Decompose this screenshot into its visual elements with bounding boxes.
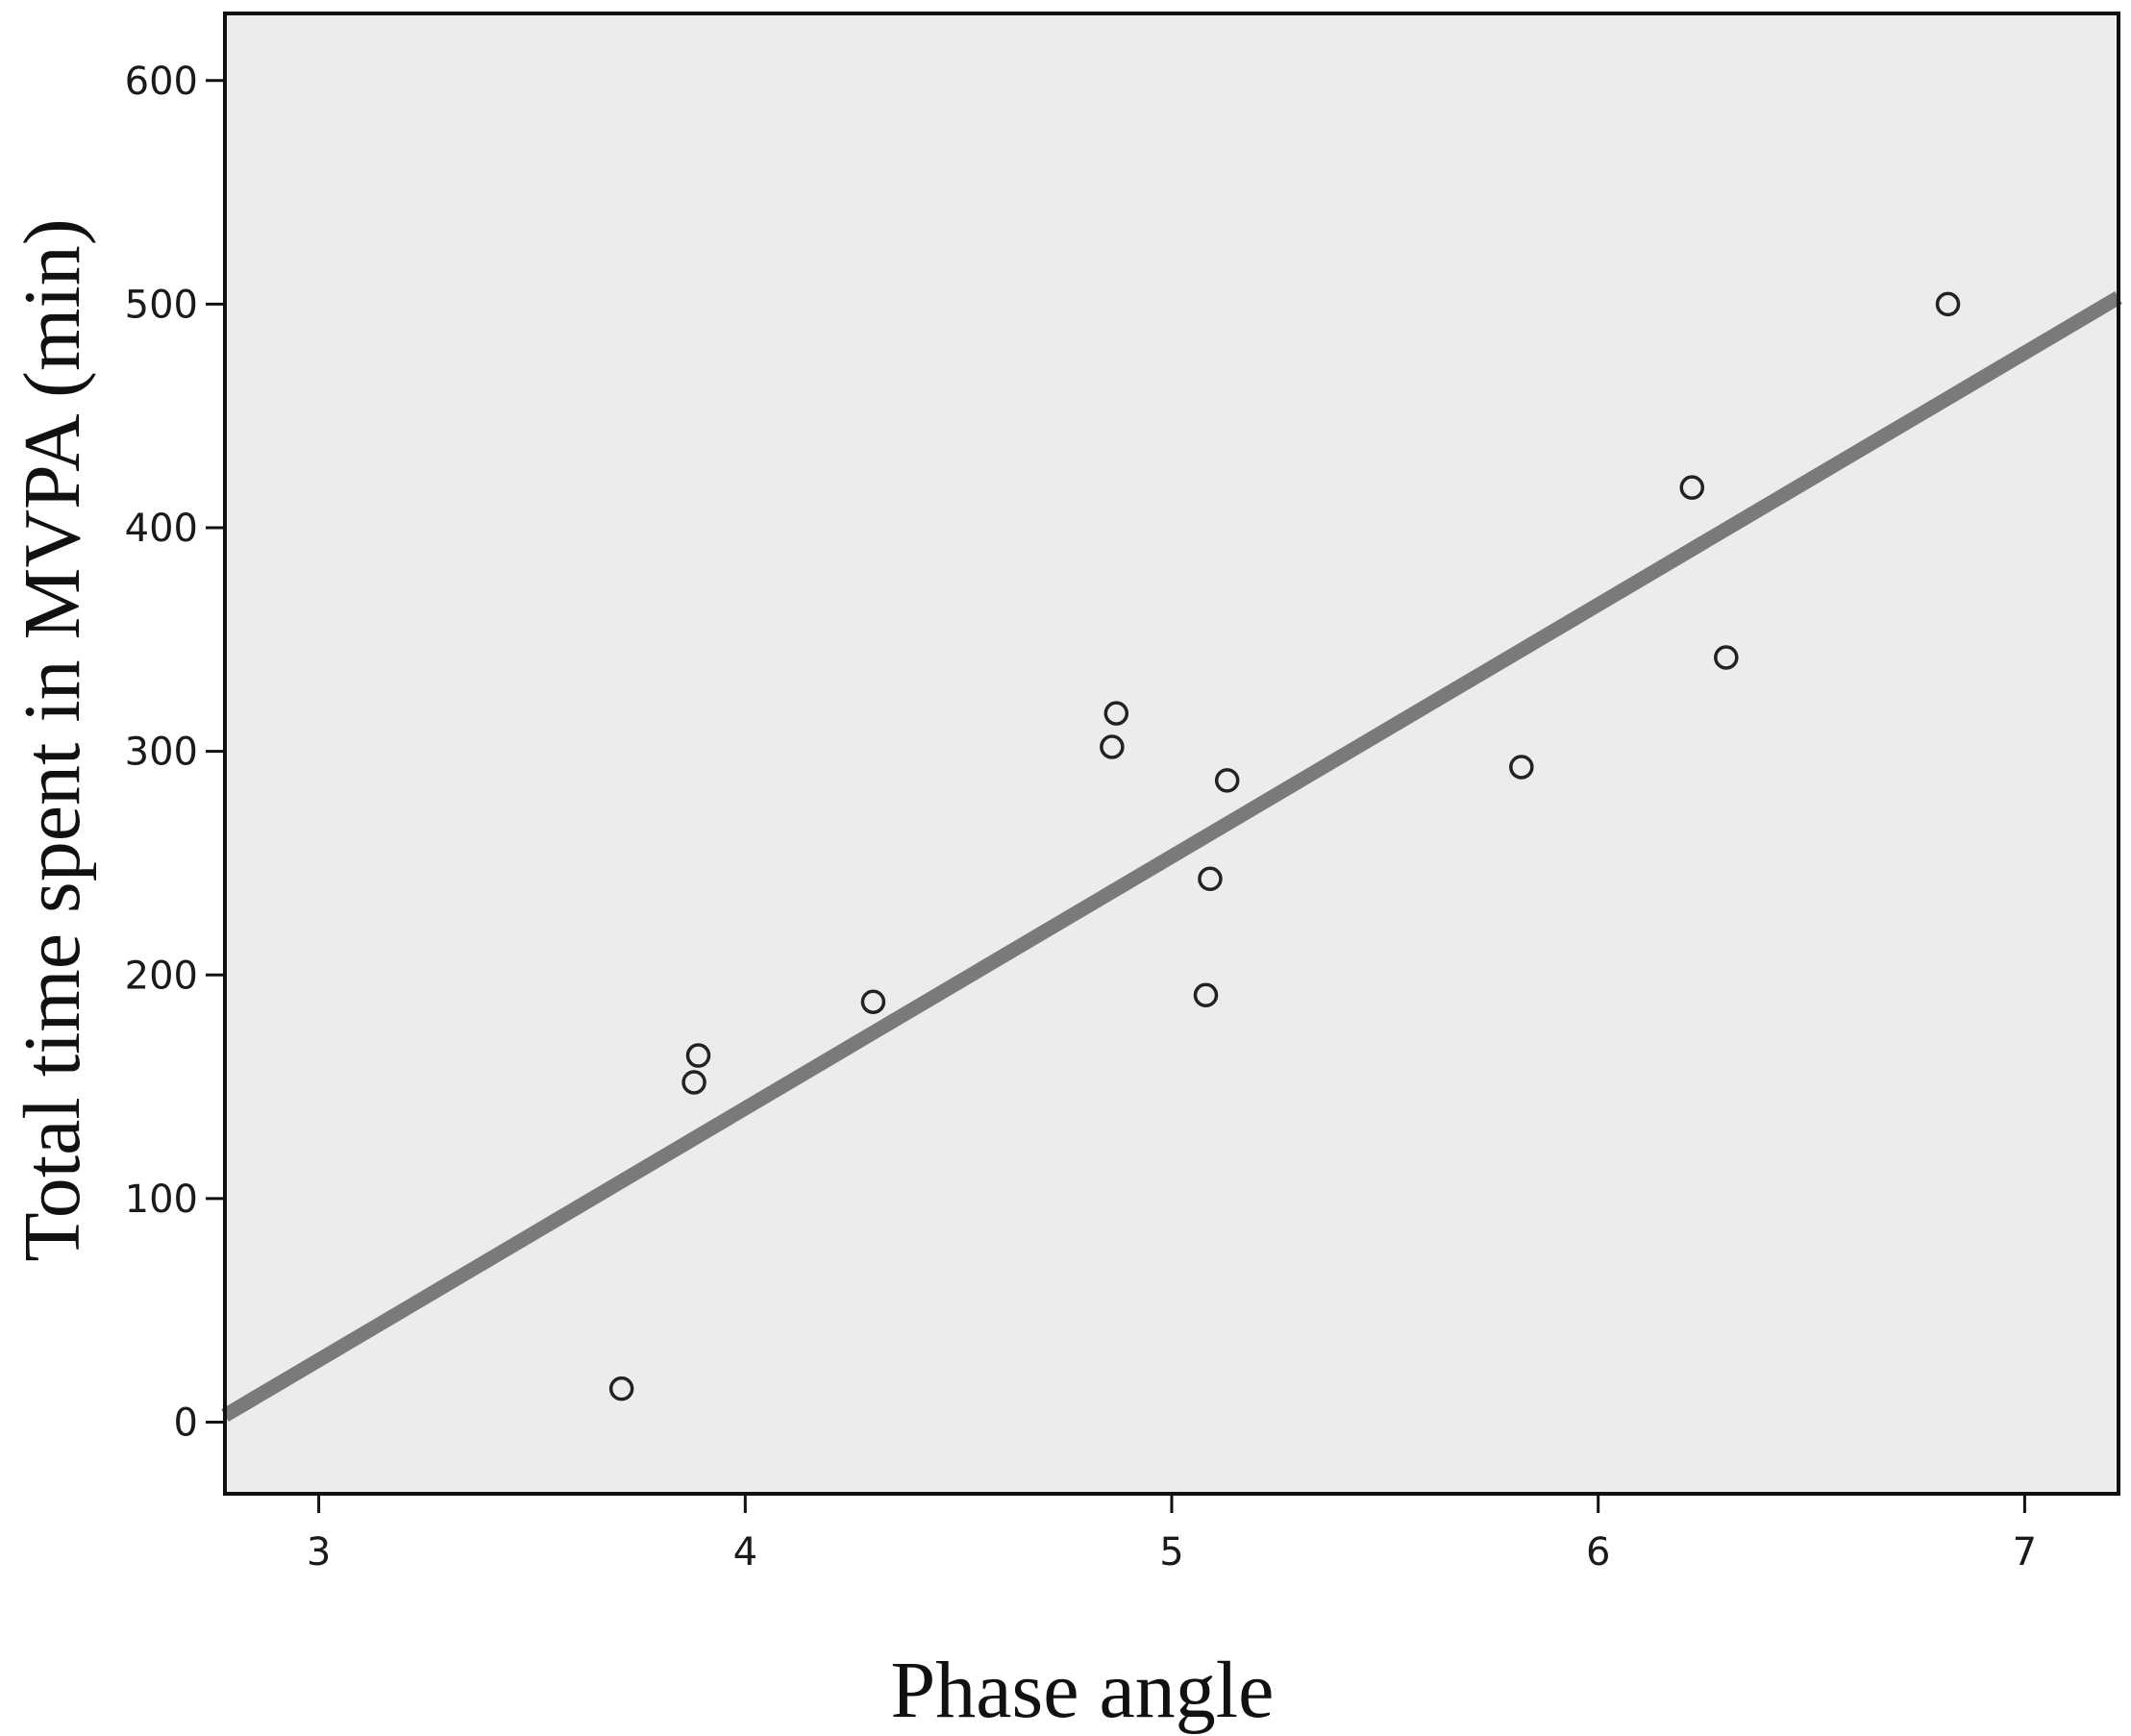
y-tick-label: 200	[125, 954, 198, 998]
x-tick-label: 7	[2013, 1530, 2037, 1575]
x-axis: 3 4 5 6 7	[307, 1494, 2037, 1575]
y-axis: 0 100 200 300 400 500 600	[125, 60, 225, 1446]
points-layer	[608, 291, 1961, 1401]
fit-line-layer	[221, 290, 2122, 1423]
data-point	[1935, 291, 1961, 317]
x-tick-label: 6	[1586, 1530, 1610, 1575]
y-tick-label: 600	[125, 60, 198, 104]
data-point	[1714, 645, 1739, 670]
data-point	[860, 989, 886, 1014]
data-point	[608, 1376, 634, 1401]
plot-area	[225, 13, 2119, 1494]
data-point	[1214, 768, 1240, 793]
fit-line	[221, 290, 2122, 1423]
y-tick-label: 300	[125, 731, 198, 775]
y-tick-label: 100	[125, 1178, 198, 1222]
data-point	[1100, 734, 1125, 759]
data-point	[1679, 475, 1705, 500]
x-tick-label: 4	[733, 1530, 757, 1575]
data-point	[1103, 701, 1129, 726]
x-tick-label: 3	[307, 1530, 331, 1575]
x-axis-title: Phase angle	[891, 1646, 1275, 1735]
data-point	[681, 1070, 706, 1095]
y-tick-label: 500	[125, 283, 198, 327]
data-point	[1509, 755, 1534, 780]
y-axis-title: Total time spent in MVPA (min)	[8, 218, 97, 1261]
data-point	[1198, 866, 1223, 892]
y-tick-label: 0	[174, 1401, 198, 1446]
x-tick-label: 5	[1159, 1530, 1183, 1575]
data-point	[1193, 982, 1219, 1007]
y-tick-label: 400	[125, 507, 198, 551]
data-point	[685, 1043, 711, 1068]
